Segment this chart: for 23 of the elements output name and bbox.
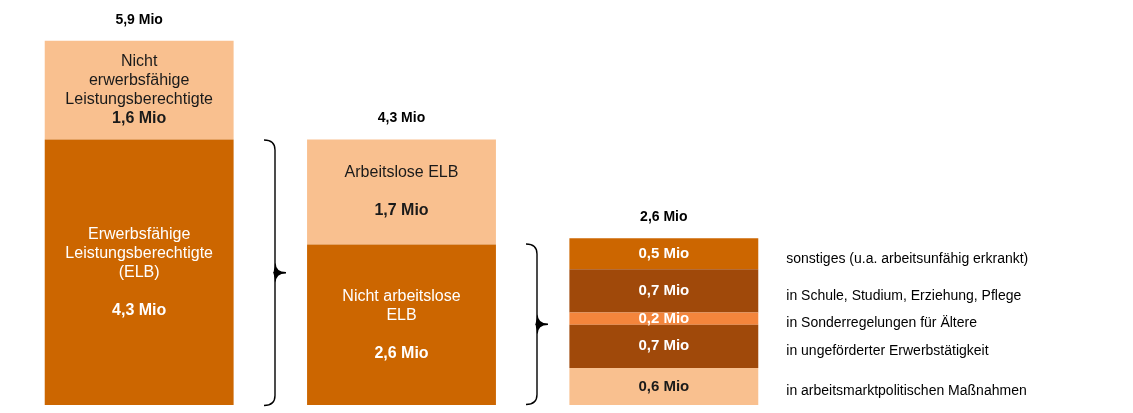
text: Arbeitslose ELB 1,7 Mio <box>344 163 459 219</box>
annotation: sonstiges (u.a. arbeitsunfähig erkrankt) <box>786 249 1029 266</box>
data-label: 0,5 Mio <box>638 243 690 261</box>
annotation: in Schule, Studium, Erziehung, Pflege <box>786 286 1022 303</box>
text: Nicht arbeitslose ELB 2,6 Mio <box>342 286 461 361</box>
annotation: in ungeförderter Erwerbstätigkeit <box>786 342 989 359</box>
bar <box>44 139 234 405</box>
total-label: 4,3 Mio <box>377 109 426 126</box>
annotation: in arbeitsmarktpolitischen Maßnahmen <box>786 382 1027 399</box>
data-label: 0,7 Mio <box>638 280 690 298</box>
data-label: 0,7 Mio <box>638 336 690 354</box>
bar <box>569 312 759 325</box>
data-label: 0,2 Mio <box>638 308 690 326</box>
total-label: 5,9 Mio <box>115 10 163 27</box>
annotation: in Sonderregelungen für Ältere <box>786 314 978 331</box>
bar <box>569 238 759 270</box>
bar <box>307 139 496 245</box>
data-label: 0,6 Mio <box>638 376 690 394</box>
data-label: Nicht erwerbsfähige Leistungsberechtigte 1,6 Mio <box>65 52 214 127</box>
bar <box>307 244 496 405</box>
total-label: 2,6 Mio <box>640 208 688 225</box>
text: Erwerbsfähige Leistungsberechtigte (ELB) 4,3 Mio <box>65 224 213 318</box>
bar <box>569 269 759 313</box>
